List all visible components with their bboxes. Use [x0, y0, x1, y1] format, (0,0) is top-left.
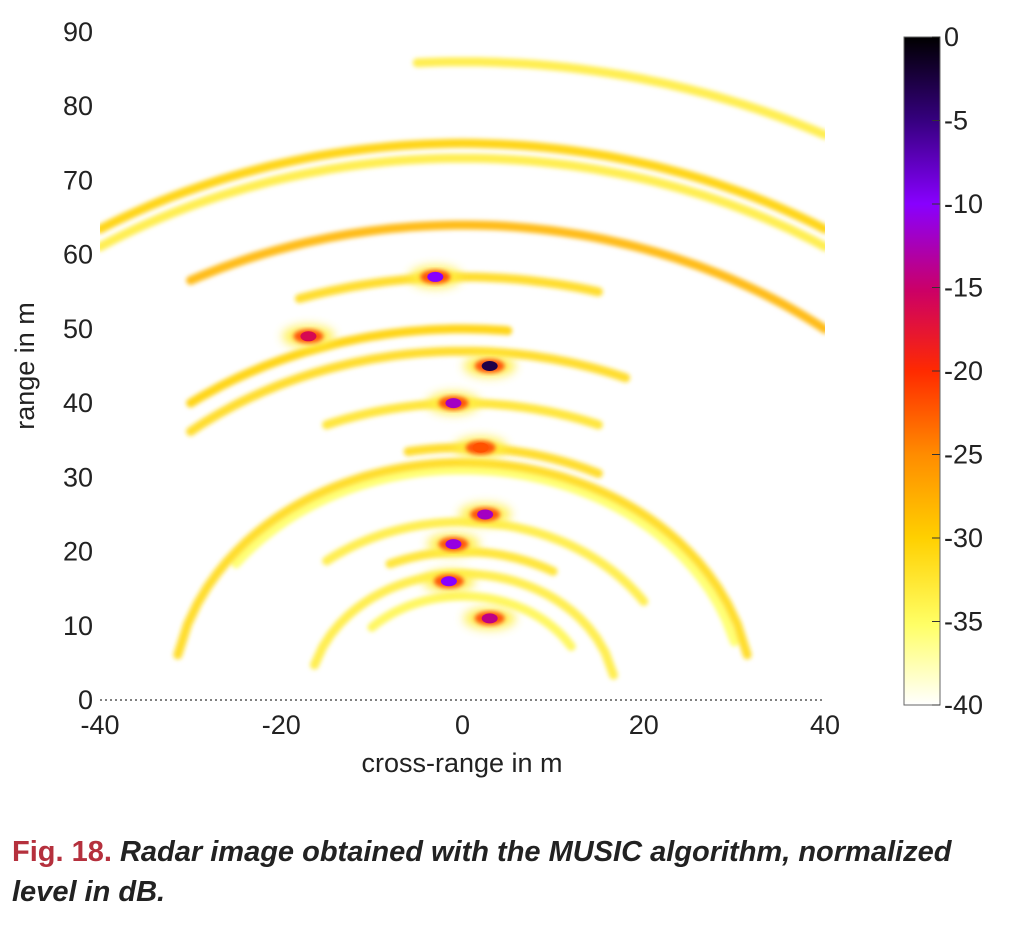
x-tick-label: 40: [810, 710, 840, 740]
range-arc-6: [186, 346, 631, 436]
range-arc-1: [100, 138, 825, 234]
hotspot-5: [459, 503, 512, 526]
hotspot-0: [409, 265, 462, 288]
y-tick-label: 0: [78, 685, 93, 715]
plot-area: [100, 30, 825, 702]
x-tick-label: -40: [80, 710, 119, 740]
hotspot-core: [481, 361, 498, 371]
y-tick-label: 20: [63, 537, 93, 567]
caption-text: Radar image obtained with the MUSIC algo…: [12, 836, 952, 908]
y-tick-label: 90: [63, 17, 93, 47]
hotspot-core: [440, 576, 457, 587]
colorbar-tick-label: -35: [944, 607, 983, 637]
y-tick-label: 60: [63, 240, 93, 270]
colorbar-tick-label: -40: [944, 690, 983, 720]
range-arc-5: [186, 324, 513, 408]
colorbar-tick-label: 0: [944, 22, 959, 52]
y-axis-label: range in m: [10, 302, 40, 430]
hotspots-layer: [282, 265, 516, 630]
colorbar-gradient: [903, 36, 941, 706]
hotspot-7: [422, 570, 475, 593]
hotspot-core: [477, 509, 494, 520]
hotspot-core: [300, 331, 317, 342]
hotspot-3: [427, 392, 480, 415]
colorbar-ticks: 0 -5 -10 -15 -20 -25 -30 -35 -40: [932, 22, 983, 720]
hotspot-core: [427, 271, 444, 282]
hotspot-2: [463, 355, 516, 377]
colorbar-tick-label: -25: [944, 440, 983, 470]
x-tick-label: 20: [629, 710, 659, 740]
y-tick-label: 80: [63, 91, 93, 121]
hotspot-4: [454, 436, 507, 459]
hotspot-8: [463, 607, 516, 630]
colorbar-tick-label: -15: [944, 273, 983, 303]
range-arc-3: [186, 220, 825, 334]
y-axis-ticks: 0 10 20 30 40 50 60 70 80 90: [63, 17, 93, 715]
range-arc-9: [231, 465, 739, 647]
range-arc-13: [367, 591, 576, 651]
colorbar-tick-label: -30: [944, 523, 983, 553]
hotspot-core: [445, 398, 462, 409]
y-tick-label: 40: [63, 388, 93, 418]
range-arc-2: [100, 153, 825, 252]
figure-caption: Fig. 18. Radar image obtained with the M…: [12, 832, 1012, 912]
range-arc-0: [412, 57, 825, 140]
colorbar-tick-label: -5: [944, 106, 968, 136]
x-tick-label: -20: [262, 710, 301, 740]
colorbar-tick-label: -10: [944, 189, 983, 219]
x-tick-label: 0: [455, 710, 470, 740]
hotspot-core: [445, 539, 462, 550]
hotspot-6: [427, 533, 480, 556]
hotspot-core: [481, 613, 498, 624]
hotspot-1: [282, 325, 335, 348]
y-tick-label: 10: [63, 611, 93, 641]
y-tick-label: 70: [63, 165, 93, 195]
range-arc-14: [173, 457, 752, 660]
hotspot-core: [472, 442, 489, 453]
y-tick-label: 30: [63, 462, 93, 492]
radar-heatmap-figure: 0 10 20 30 40 50 60 70 80 90 -40 -20 0 20 40 cross-ra…: [10, 17, 983, 778]
caption-label: Fig. 18.: [12, 836, 112, 868]
colorbar: 0 -5 -10 -15 -20 -25 -30 -35 -40: [903, 22, 983, 720]
x-axis-ticks: -40 -20 0 20 40: [80, 710, 840, 740]
x-axis-label: cross-range in m: [361, 748, 562, 778]
y-tick-label: 50: [63, 314, 93, 344]
colorbar-tick-label: -20: [944, 356, 983, 386]
